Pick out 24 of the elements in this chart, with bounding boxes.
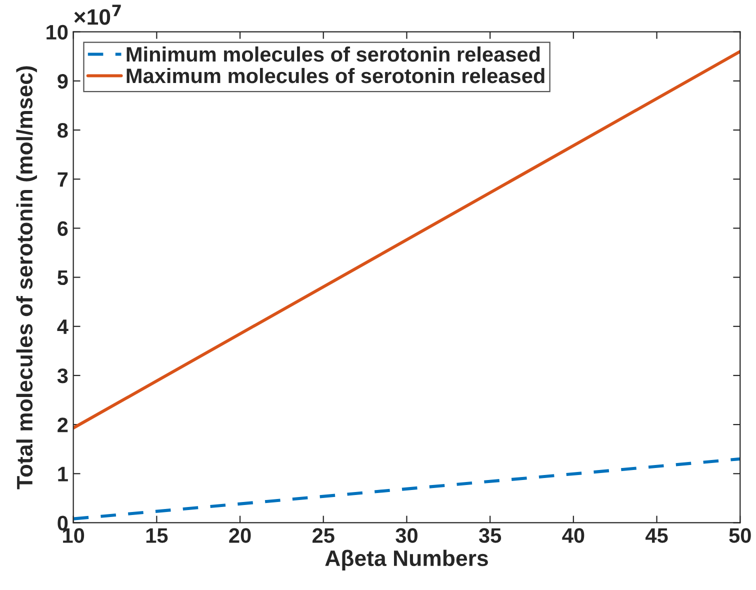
x-tick-label: 40: [562, 528, 584, 543]
legend-label: Minimum molecules of serotonin released: [126, 46, 540, 62]
y-tick-label: 7: [58, 172, 68, 187]
y-tick-label: 3: [57, 368, 68, 384]
x-tick-label: 25: [312, 528, 334, 543]
y-tick-label: 2: [58, 418, 68, 432]
x-axis-title: Aβeta Numbers: [325, 550, 488, 571]
legend-label: Maximum molecules of serotonin released: [126, 68, 544, 84]
y-axis-title: Total molecules of serotonin (mol/msec): [16, 66, 37, 490]
y-tick-label: 8: [58, 123, 68, 138]
y-tick-label: 10: [46, 24, 68, 40]
y-tick-label: 4: [57, 320, 68, 334]
y-tick-label: 5: [58, 270, 68, 286]
y-tick-label: 1: [58, 466, 68, 482]
text: ×10$^{7}$: [74, 4, 121, 25]
y-tick-label: 0: [58, 516, 68, 530]
x-tick-label: 35: [478, 528, 502, 543]
x-tick-label: 45: [646, 528, 668, 543]
x-tick-label: 50: [729, 528, 751, 543]
y-tick-label: 9: [58, 74, 68, 89]
x-tick-label: 20: [229, 528, 251, 543]
x-tick-label: 15: [146, 528, 168, 543]
y-tick-label: 6: [58, 221, 68, 236]
x-tick-label: 30: [396, 528, 418, 543]
